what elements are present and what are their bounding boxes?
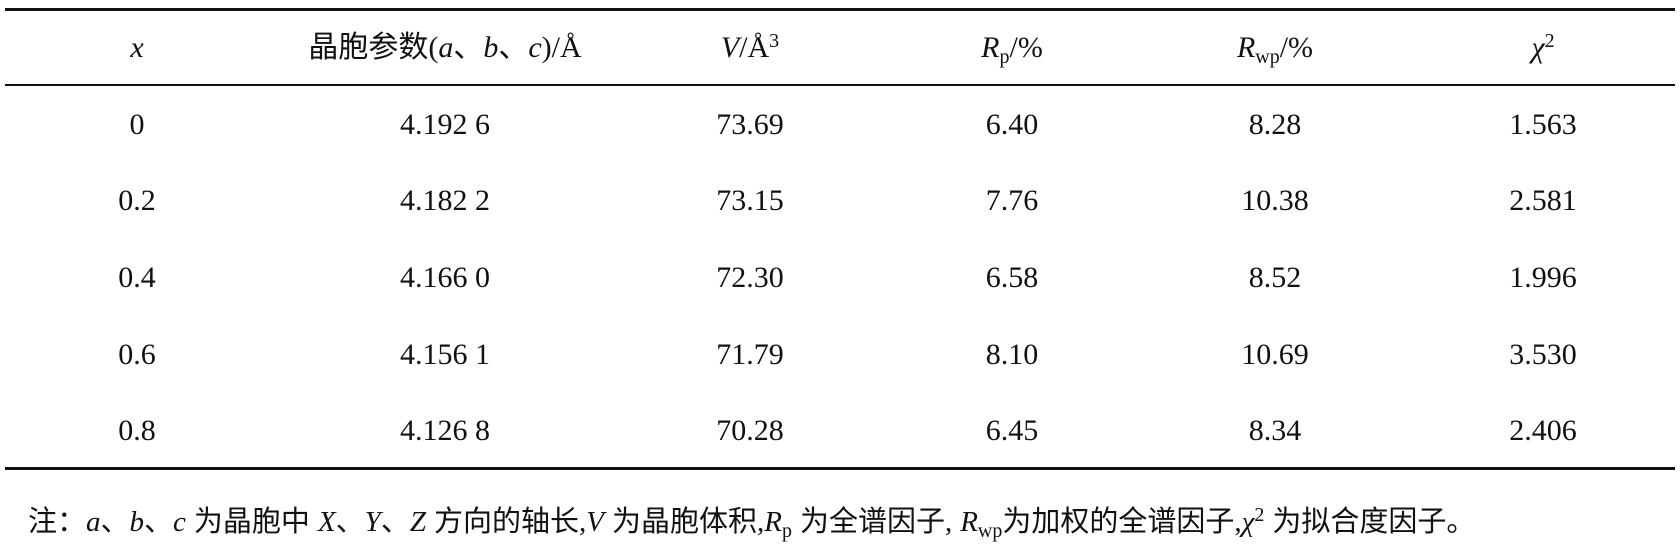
header-text: b bbox=[483, 31, 499, 64]
table-cell: 4.126 8 bbox=[400, 414, 490, 447]
note-text: 、 bbox=[100, 506, 130, 538]
table-cell: 4.166 0 bbox=[400, 261, 490, 294]
note-text: 注： bbox=[28, 506, 87, 538]
header-cell: Rp/% bbox=[862, 28, 1162, 68]
note-text: 为晶胞中 bbox=[193, 506, 310, 538]
note-text: 为加权的全谱因子, bbox=[1002, 506, 1242, 538]
table-cell: 73.15 bbox=[716, 184, 784, 217]
note-text: Y bbox=[364, 506, 381, 538]
table-cell: 4.192 6 bbox=[400, 108, 490, 141]
table-cell: 0.4 bbox=[118, 261, 156, 294]
table-cell: 71.79 bbox=[716, 338, 784, 371]
table-cell: 4.182 2 bbox=[400, 184, 490, 217]
header-text: p bbox=[999, 46, 1010, 68]
note-text: 为晶胞体积, bbox=[611, 506, 765, 538]
header-text: R bbox=[981, 31, 1000, 64]
table-cell: 10.69 bbox=[1241, 338, 1309, 371]
table-cell: 72.30 bbox=[716, 261, 784, 294]
note-text: X bbox=[317, 506, 336, 538]
table-cell: 2.581 bbox=[1509, 184, 1577, 217]
table-cell: 2.406 bbox=[1509, 414, 1577, 447]
header-cell: 晶胞参数(a、b、c)/Å bbox=[295, 28, 595, 68]
header-text: /Å bbox=[739, 31, 770, 64]
header-cell: χ2 bbox=[1393, 28, 1680, 68]
header-text: 、 bbox=[498, 31, 529, 64]
note-text: wp bbox=[977, 520, 1003, 542]
note-text: 为全谱因子, bbox=[799, 506, 953, 538]
note-text: V bbox=[586, 506, 604, 538]
note-text: 、 bbox=[144, 506, 174, 538]
note-text: R bbox=[960, 506, 978, 538]
note-text: Z bbox=[409, 506, 426, 538]
note-text: p bbox=[781, 520, 792, 542]
table-cell: 6.40 bbox=[985, 108, 1039, 141]
table-cell: 1.996 bbox=[1509, 261, 1577, 294]
table-cell: 73.69 bbox=[716, 108, 784, 141]
note-text: 方向的轴长, bbox=[433, 506, 587, 538]
note-text: c bbox=[173, 506, 186, 538]
table-cell: 7.76 bbox=[985, 184, 1039, 217]
note-text: b bbox=[129, 506, 145, 538]
header-text: c bbox=[528, 31, 542, 64]
table-cell: 8.34 bbox=[1248, 414, 1302, 447]
header-text: )/Å bbox=[541, 31, 582, 64]
header-text: χ bbox=[1531, 31, 1545, 64]
table-cell: 10.38 bbox=[1241, 184, 1309, 217]
table-cell: 0.6 bbox=[118, 338, 156, 371]
table-cell: 6.45 bbox=[985, 414, 1039, 447]
bottom-rule bbox=[5, 467, 1675, 470]
note-text: χ bbox=[1241, 506, 1255, 538]
header-text: /% bbox=[1279, 31, 1314, 64]
header-cell: V/Å3 bbox=[600, 28, 900, 68]
header-text: 2 bbox=[1544, 30, 1555, 52]
header-cell: Rwp/% bbox=[1125, 28, 1425, 68]
table-cell: 8.10 bbox=[985, 338, 1039, 371]
header-text: R bbox=[1236, 31, 1256, 64]
header-text: /% bbox=[1009, 31, 1043, 64]
table-cell: 6.58 bbox=[985, 261, 1039, 294]
header-text: 晶胞参数( bbox=[308, 31, 439, 64]
note-text: 为拟合度因子。 bbox=[1272, 506, 1476, 538]
table-cell: 3.530 bbox=[1509, 338, 1577, 371]
note-text: 、 bbox=[380, 506, 410, 538]
header-text: x bbox=[130, 31, 144, 64]
header-text: 3 bbox=[769, 30, 780, 52]
table-cell: 70.28 bbox=[716, 414, 784, 447]
table-cell: 0 bbox=[129, 108, 145, 141]
header-cell: x bbox=[0, 28, 287, 68]
table-cell: 0.8 bbox=[118, 414, 156, 447]
note-text: a bbox=[86, 506, 101, 538]
table-cell: 8.28 bbox=[1248, 108, 1302, 141]
header-text: wp bbox=[1255, 46, 1280, 68]
header-rule bbox=[5, 84, 1675, 86]
header-text: V bbox=[720, 31, 740, 64]
note-text: 、 bbox=[335, 506, 365, 538]
table-cell: 1.563 bbox=[1509, 108, 1577, 141]
note: 注：a、b、c 为晶胞中 X、Y、Z 方向的轴长,V 为晶胞体积,Rp 为全谱因子, Rwp… bbox=[28, 502, 1475, 542]
header-text: 、 bbox=[453, 31, 484, 64]
table-cell: 8.52 bbox=[1248, 261, 1302, 294]
table-cell: 0.2 bbox=[118, 184, 156, 217]
top-rule bbox=[5, 8, 1675, 11]
table-cell: 4.156 1 bbox=[400, 338, 490, 371]
note-text: R bbox=[764, 506, 782, 538]
note-text: 2 bbox=[1254, 504, 1265, 526]
header-text: a bbox=[438, 31, 454, 64]
